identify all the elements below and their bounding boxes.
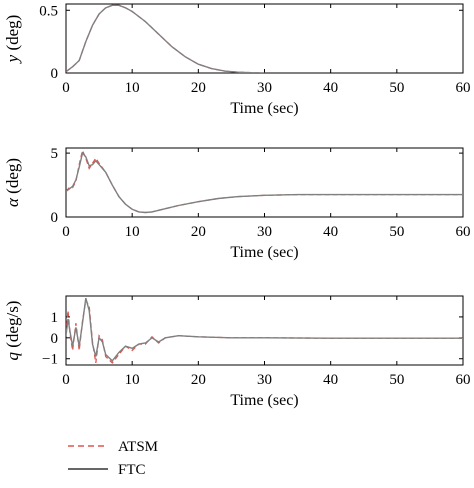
x-tick-label: 0 — [62, 80, 70, 96]
series-line-atsm — [66, 298, 463, 364]
x-tick-label: 60 — [456, 372, 471, 388]
x-tick-label: 50 — [389, 224, 404, 240]
y-axis-label: y (deg) — [3, 15, 22, 65]
plot-frame — [65, 295, 464, 366]
x-tick-label: 0 — [62, 372, 70, 388]
x-tick-label: 60 — [456, 80, 471, 96]
y-axis-label: α (deg) — [3, 158, 22, 207]
plot-frame — [65, 147, 464, 218]
chart-panel-alpha: 0 10 20 30 40 50 60 0 5 Time (sec) α (deg) — [3, 146, 471, 261]
x-tick-label: 10 — [125, 80, 140, 96]
y-tick-label: −1 — [42, 352, 58, 368]
series-line-ftc — [66, 4, 265, 73]
x-tick-label: 50 — [389, 80, 404, 96]
x-tick-label: 30 — [257, 372, 272, 388]
x-tick-label: 40 — [323, 224, 338, 240]
y-tick-label: 0 — [51, 331, 59, 347]
x-axis-label: Time (sec) — [230, 100, 298, 117]
x-axis-label: Time (sec) — [230, 392, 298, 409]
series-line-atsm — [66, 4, 265, 73]
x-tick-label: 20 — [191, 224, 206, 240]
x-tick-label: 30 — [257, 224, 272, 240]
x-tick-label: 10 — [125, 224, 140, 240]
x-tick-label: 0 — [62, 224, 70, 240]
series-line-ftc — [66, 297, 463, 362]
plot-frame — [65, 3, 464, 74]
x-axis-label: Time (sec) — [230, 244, 298, 261]
y-axis-label: q (deg/s) — [3, 301, 22, 361]
x-tick-label: 40 — [323, 372, 338, 388]
y-axis-symbol: q — [3, 351, 22, 360]
x-tick-label: 30 — [257, 80, 272, 96]
series-line-ftc — [66, 151, 463, 214]
y-axis-symbol: α — [3, 197, 22, 207]
x-tick-label: 10 — [125, 372, 140, 388]
y-axis-unit: (deg) — [3, 15, 22, 55]
legend-label-atsm: ATSM — [118, 439, 158, 455]
y-axis-symbol: y — [3, 54, 22, 64]
x-tick-label: 60 — [456, 224, 471, 240]
legend-label-ftc: FTC — [118, 462, 146, 478]
legend: ATSM FTC — [68, 439, 158, 478]
y-axis-unit: (deg/s) — [3, 301, 22, 352]
x-tick-label: 20 — [191, 372, 206, 388]
y-tick-label: 0 — [51, 66, 59, 82]
chart-panel-y: 0 10 20 30 40 50 60 0 0.5 Time (sec) y (deg) — [3, 3, 471, 117]
x-tick-label: 50 — [389, 372, 404, 388]
y-tick-label: 5 — [51, 146, 59, 162]
y-axis-unit: (deg) — [3, 158, 22, 198]
x-tick-label: 40 — [323, 80, 338, 96]
y-tick-label: 0.5 — [39, 3, 58, 19]
y-tick-label: 0 — [51, 210, 59, 226]
y-tick-label: 1 — [51, 310, 59, 326]
x-tick-label: 20 — [191, 80, 206, 96]
